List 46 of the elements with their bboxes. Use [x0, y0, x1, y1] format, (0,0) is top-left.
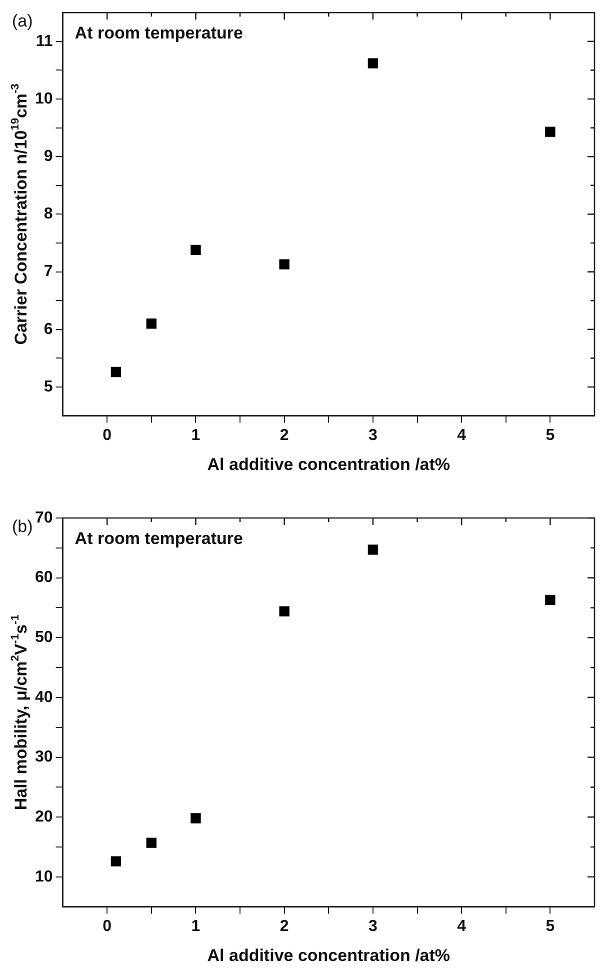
point — [110, 366, 122, 378]
x-tick-label: 4 — [457, 918, 466, 935]
x-tick-label: 1 — [191, 426, 200, 444]
x-tick-label: 2 — [280, 426, 289, 444]
point — [146, 838, 157, 848]
x-tick-label: 5 — [546, 918, 555, 935]
y-tick-label: 10 — [35, 90, 53, 108]
point — [545, 594, 556, 606]
point — [368, 58, 378, 68]
x-tick-label: 5 — [546, 426, 555, 444]
x-tick-label: 3 — [368, 426, 378, 444]
y-tick-label: 5 — [44, 378, 53, 396]
y-tick-label: 8 — [44, 206, 53, 223]
y-tick-label: 6 — [44, 320, 53, 338]
y-tick-label: 9 — [44, 148, 53, 166]
y-tick-label: 30 — [35, 748, 53, 766]
point — [110, 856, 122, 866]
y-tick-label: 7 — [44, 263, 53, 280]
y-axis-title: Hall mobility, μ/cm2V-1s-1 — [9, 614, 31, 810]
y-tick-label: 70 — [35, 509, 53, 526]
point — [190, 813, 201, 824]
point — [368, 544, 378, 555]
text: (a) — [12, 12, 33, 31]
point — [279, 606, 290, 616]
point — [279, 259, 290, 270]
annotation: At room temperature — [74, 529, 243, 548]
x-axis-title: Al additive concentration /at% — [207, 455, 450, 474]
x-tick-label: 1 — [191, 918, 200, 935]
annotation: At room temperature — [74, 24, 243, 43]
y-tick-label: 50 — [35, 629, 53, 646]
y-tick-label: 11 — [36, 32, 53, 50]
x-tick-label: 0 — [102, 426, 112, 444]
y-tick-label: 20 — [35, 808, 53, 826]
y-tick-label: 10 — [35, 868, 53, 886]
y-axis-title: Carrier Concentration n/1019cm-3 — [9, 84, 31, 345]
x-tick-label: 3 — [368, 918, 378, 935]
point — [146, 318, 157, 329]
x-tick-label: 2 — [280, 918, 289, 935]
y-tick-label: 40 — [35, 688, 53, 706]
x-tick-label: 4 — [457, 426, 466, 444]
x-tick-label: 0 — [102, 918, 112, 935]
point — [545, 126, 556, 137]
x-axis-title: Al additive concentration /at% — [207, 946, 450, 965]
text: (b) — [12, 517, 33, 536]
y-tick-label: 60 — [35, 569, 53, 586]
point — [190, 244, 201, 256]
